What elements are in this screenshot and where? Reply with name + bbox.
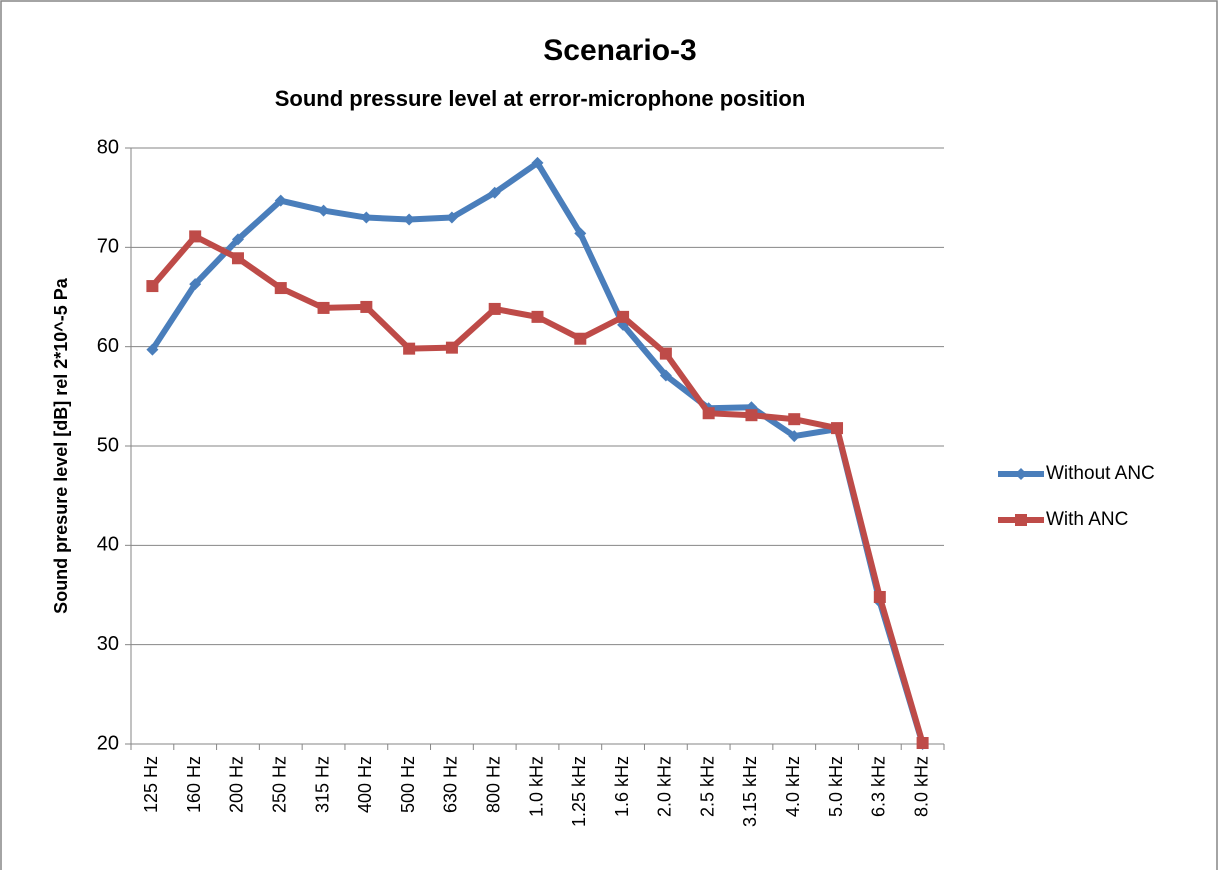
y-tick-label: 80 xyxy=(97,136,119,158)
marker xyxy=(916,737,929,750)
marker xyxy=(231,233,244,246)
marker xyxy=(360,300,373,313)
marker xyxy=(146,343,159,356)
x-tick-label: 8.0 kHz xyxy=(911,756,931,817)
x-tick-label: 6.3 kHz xyxy=(869,756,889,817)
marker xyxy=(317,204,330,217)
chart-title: Scenario-3 xyxy=(543,34,696,67)
marker xyxy=(574,227,587,240)
marker xyxy=(1015,514,1027,526)
marker xyxy=(788,413,801,426)
x-tick-label: 2.0 kHz xyxy=(655,756,675,817)
y-tick-label: 50 xyxy=(97,434,119,456)
marker xyxy=(274,194,287,207)
x-tick-label: 160 Hz xyxy=(184,756,204,813)
legend-label: Without ANC xyxy=(1046,463,1155,484)
x-tick-label: 4.0 kHz xyxy=(783,756,803,817)
marker xyxy=(231,252,244,265)
y-tick-label: 60 xyxy=(97,335,119,357)
x-tick-label: 125 Hz xyxy=(141,756,161,813)
x-tick-label: 1.25 kHz xyxy=(569,756,589,827)
x-tick-label: 1.0 kHz xyxy=(526,756,546,817)
marker xyxy=(189,278,202,291)
x-tick-label: 315 Hz xyxy=(312,756,332,813)
x-tick-label: 630 Hz xyxy=(441,756,461,813)
marker xyxy=(617,310,630,323)
marker xyxy=(745,409,758,422)
marker xyxy=(702,407,715,420)
x-tick-label: 5.0 kHz xyxy=(826,756,846,817)
marker xyxy=(574,332,587,345)
marker xyxy=(488,186,501,199)
marker xyxy=(403,213,416,226)
marker xyxy=(189,230,202,243)
y-tick-label: 70 xyxy=(97,236,119,258)
marker xyxy=(531,156,544,169)
marker xyxy=(659,347,672,360)
marker xyxy=(445,211,458,224)
marker xyxy=(873,590,886,603)
y-tick-label: 20 xyxy=(97,732,119,754)
marker xyxy=(788,430,801,443)
x-tick-label: 250 Hz xyxy=(270,756,290,813)
marker xyxy=(659,369,672,382)
x-tick-label: 1.6 kHz xyxy=(612,756,632,817)
chart-subtitle: Sound pressure level at error-microphone… xyxy=(275,86,806,111)
y-tick-label: 40 xyxy=(97,534,119,556)
x-tick-label: 500 Hz xyxy=(398,756,418,813)
marker xyxy=(488,302,501,315)
marker xyxy=(274,282,287,295)
marker xyxy=(317,301,330,314)
x-tick-label: 400 Hz xyxy=(355,756,375,813)
marker xyxy=(531,310,544,323)
x-tick-label: 2.5 kHz xyxy=(697,756,717,817)
legend-label: With ANC xyxy=(1046,509,1128,530)
marker xyxy=(1015,468,1027,480)
y-axis-label: Sound presure level [dB] rel 2*10^-5 Pa xyxy=(51,277,71,614)
x-tick-label: 200 Hz xyxy=(227,756,247,813)
x-tick-label: 3.15 kHz xyxy=(740,756,760,827)
marker xyxy=(403,342,416,355)
marker xyxy=(146,280,159,293)
y-tick-label: 30 xyxy=(97,633,119,655)
marker xyxy=(360,211,373,224)
x-tick-label: 800 Hz xyxy=(483,756,503,813)
marker xyxy=(831,422,844,435)
marker xyxy=(445,341,458,354)
